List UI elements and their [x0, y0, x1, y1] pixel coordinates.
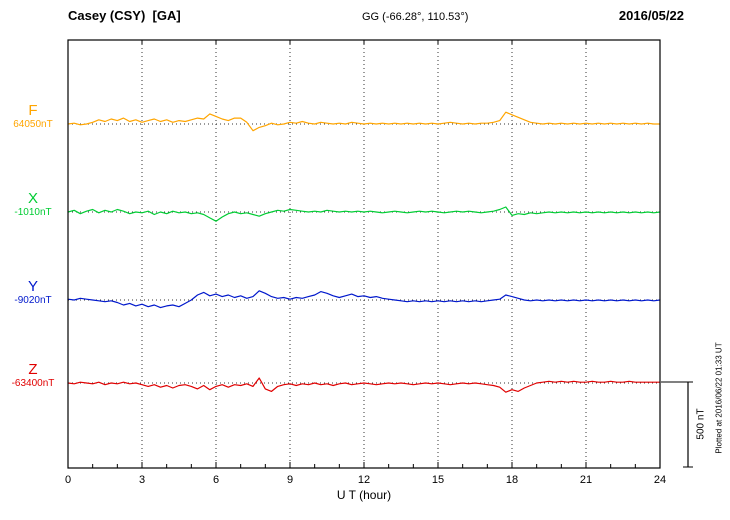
trace-x	[67, 206, 661, 222]
x-tick-label: 6	[213, 474, 219, 486]
series-label-x: X -1010nT	[2, 190, 64, 219]
plotted-at-note: Plotted at 2016/06/22 01:33 UT	[714, 342, 724, 454]
trace-y	[67, 290, 661, 309]
series-label-f: F 64050nT	[2, 102, 64, 131]
x-axis-label: U T (hour)	[336, 488, 392, 502]
series-letter-x: X	[27, 190, 38, 207]
scale-bar-label: 500 nT	[695, 408, 707, 440]
series-baseline-z: -63400nT	[11, 378, 55, 390]
series-baseline-x: -1010nT	[14, 207, 52, 219]
x-tick-label: 18	[506, 474, 518, 486]
trace-z	[67, 377, 661, 393]
x-tick-label: 9	[287, 474, 293, 486]
series-label-y: Y -9020nT	[2, 278, 64, 307]
plot-date: 2016/05/22	[618, 8, 684, 23]
x-tick-label: 15	[432, 474, 444, 486]
x-tick-label: 24	[654, 474, 666, 486]
station-title: Casey (CSY) [GA]	[68, 8, 181, 23]
series-baseline-f: 64050nT	[13, 119, 53, 131]
x-tick-label: 21	[580, 474, 592, 486]
series-label-z: Z -63400nT	[2, 361, 64, 390]
trace-f	[67, 111, 661, 132]
series-letter-y: Y	[27, 278, 38, 295]
x-tick-label: 3	[139, 474, 145, 486]
x-tick-label: 0	[65, 474, 71, 486]
series-letter-z: Z	[28, 361, 38, 378]
series-baseline-y: -9020nT	[14, 295, 52, 307]
geo-coordinates: GG (-66.28°, 110.53°)	[362, 11, 469, 23]
x-tick-label: 12	[358, 474, 370, 486]
series-letter-f: F	[28, 102, 38, 119]
